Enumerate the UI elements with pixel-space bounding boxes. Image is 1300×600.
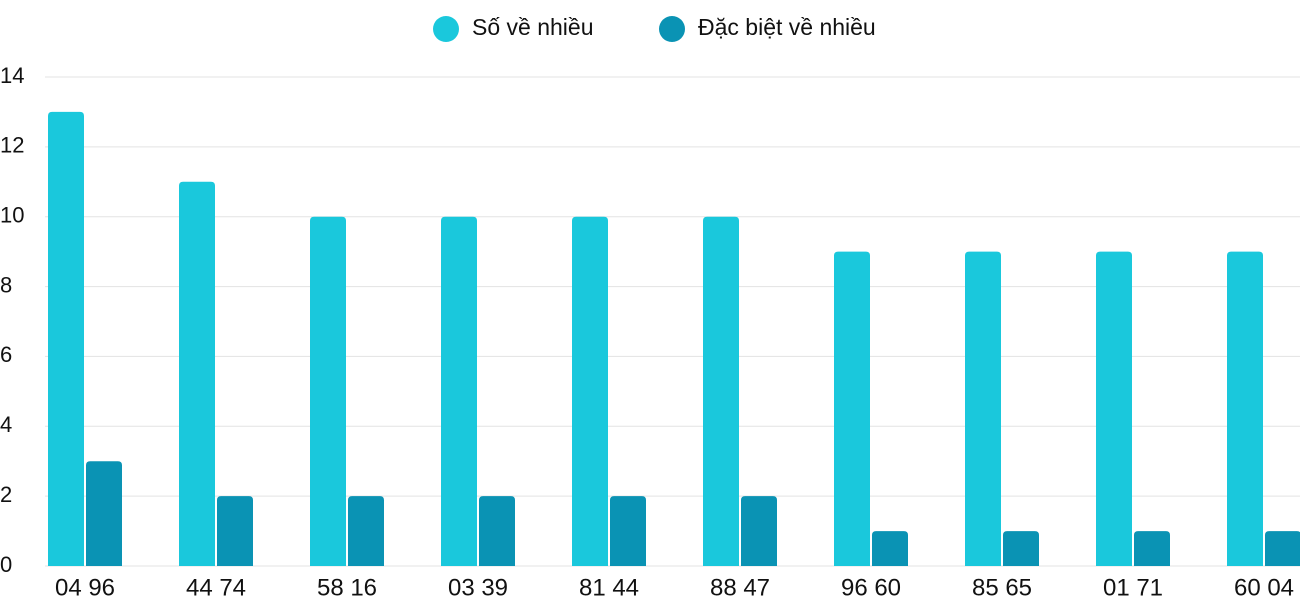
bar	[834, 251, 870, 566]
x-tick-label: 96 60	[841, 574, 901, 600]
x-tick-label: 81 44	[579, 574, 639, 600]
x-tick-label: 03 39	[448, 574, 508, 600]
x-tick-label: 58 16	[317, 574, 377, 600]
bar	[86, 461, 122, 566]
bar	[310, 216, 346, 566]
bar	[1134, 531, 1170, 566]
bar	[441, 216, 477, 566]
bar	[217, 496, 253, 566]
bar	[703, 216, 739, 566]
x-tick-label: 01 71	[1103, 574, 1163, 600]
bar	[179, 181, 215, 567]
bar	[348, 496, 384, 566]
y-tick-label: 8	[0, 272, 12, 297]
y-tick-label: 0	[0, 552, 12, 577]
y-tick-label: 4	[0, 412, 12, 437]
y-tick-label: 14	[0, 63, 24, 88]
legend-swatch	[433, 16, 459, 42]
bar	[1227, 251, 1263, 566]
bar	[479, 496, 515, 566]
y-tick-label: 10	[0, 203, 24, 228]
x-tick-label: 04 96	[55, 574, 115, 600]
bar	[741, 496, 777, 566]
bar	[1265, 531, 1300, 566]
bar	[610, 496, 646, 566]
x-tick-label: 85 65	[972, 574, 1032, 600]
x-tick-label: 88 47	[710, 574, 770, 600]
bar	[1003, 531, 1039, 566]
bar	[572, 216, 608, 566]
y-tick-label: 2	[0, 482, 12, 507]
y-tick-label: 6	[0, 342, 12, 367]
bar	[1096, 251, 1132, 566]
y-tick-label: 12	[0, 133, 24, 158]
legend-label: Đặc biệt về nhiều	[698, 14, 876, 40]
legend-label: Số về nhiều	[472, 14, 593, 40]
bar	[48, 111, 84, 566]
x-tick-label: 60 04	[1234, 574, 1294, 600]
legend-swatch	[659, 16, 685, 42]
bar	[872, 531, 908, 566]
bar	[965, 251, 1001, 566]
x-tick-label: 44 74	[186, 574, 246, 600]
